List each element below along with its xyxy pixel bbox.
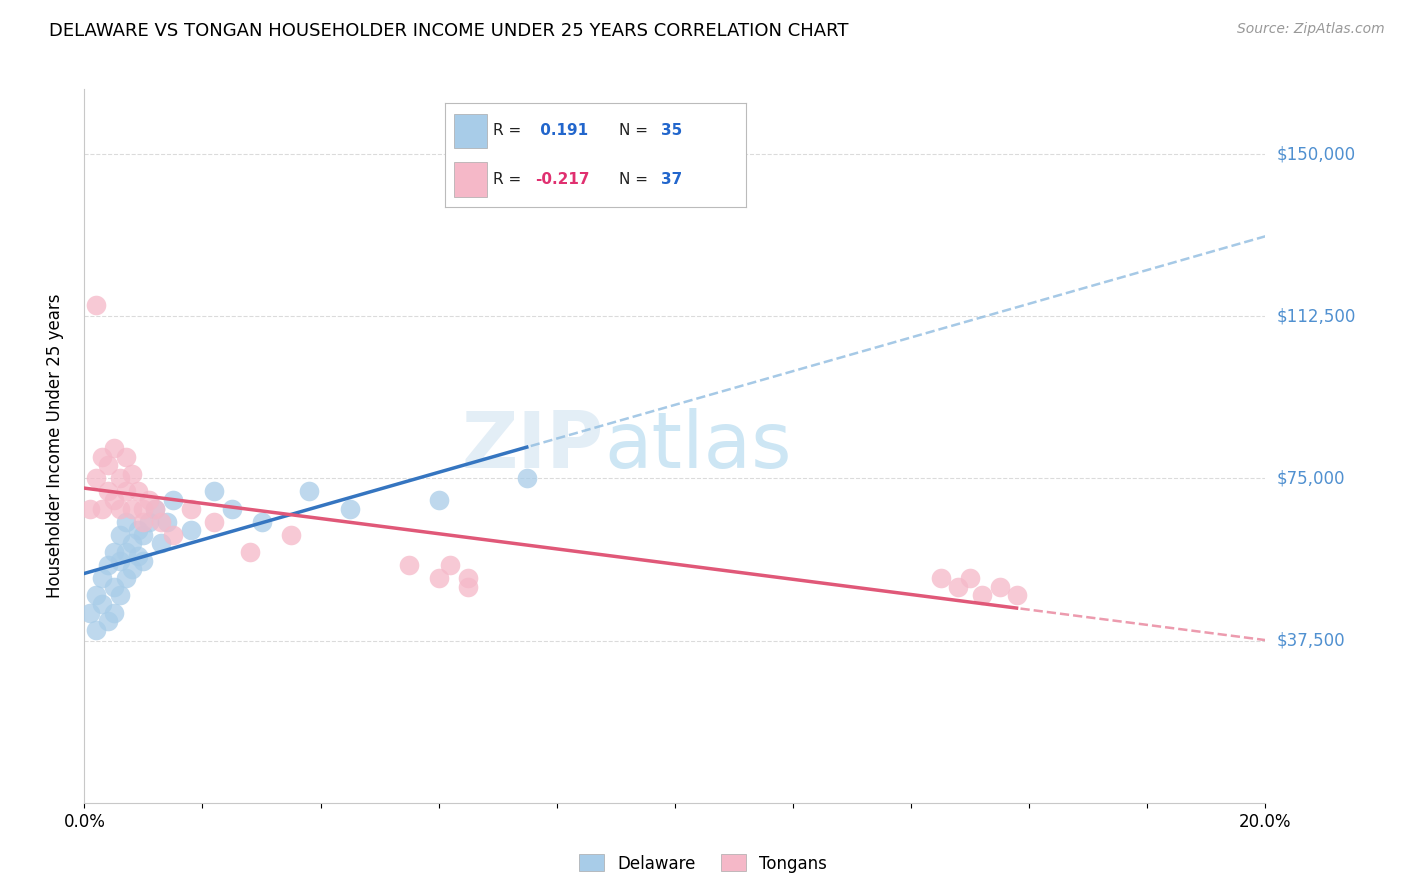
Point bbox=[91, 501, 114, 516]
Point bbox=[457, 571, 479, 585]
Point bbox=[121, 536, 143, 550]
Point bbox=[108, 527, 131, 541]
Text: $37,500: $37,500 bbox=[1277, 632, 1346, 649]
Point bbox=[988, 580, 1011, 594]
Point bbox=[250, 515, 273, 529]
Point bbox=[439, 558, 461, 572]
Point bbox=[138, 515, 160, 529]
Point bbox=[108, 501, 131, 516]
Text: $112,500: $112,500 bbox=[1277, 307, 1355, 326]
Text: Source: ZipAtlas.com: Source: ZipAtlas.com bbox=[1237, 22, 1385, 37]
Point bbox=[97, 458, 120, 473]
Point bbox=[959, 571, 981, 585]
Text: DELAWARE VS TONGAN HOUSEHOLDER INCOME UNDER 25 YEARS CORRELATION CHART: DELAWARE VS TONGAN HOUSEHOLDER INCOME UN… bbox=[49, 22, 849, 40]
Point bbox=[180, 501, 202, 516]
Point bbox=[114, 484, 136, 499]
Point bbox=[457, 580, 479, 594]
Point bbox=[114, 515, 136, 529]
Point bbox=[103, 545, 125, 559]
Point bbox=[221, 501, 243, 516]
Point bbox=[97, 484, 120, 499]
Point bbox=[127, 549, 149, 564]
Y-axis label: Householder Income Under 25 years: Householder Income Under 25 years bbox=[45, 293, 63, 599]
Point bbox=[97, 558, 120, 572]
Point bbox=[298, 484, 321, 499]
Point bbox=[162, 527, 184, 541]
Point bbox=[202, 484, 225, 499]
Text: $75,000: $75,000 bbox=[1277, 469, 1346, 487]
Point bbox=[202, 515, 225, 529]
Point bbox=[103, 493, 125, 508]
Point bbox=[280, 527, 302, 541]
Point bbox=[127, 484, 149, 499]
Point bbox=[138, 493, 160, 508]
Point bbox=[79, 501, 101, 516]
Point bbox=[84, 471, 107, 485]
Point bbox=[1007, 588, 1029, 602]
Point bbox=[427, 571, 450, 585]
Text: $150,000: $150,000 bbox=[1277, 145, 1355, 163]
Text: atlas: atlas bbox=[605, 408, 792, 484]
Point bbox=[398, 558, 420, 572]
Point bbox=[121, 501, 143, 516]
Point bbox=[97, 614, 120, 628]
Point bbox=[79, 606, 101, 620]
Point bbox=[150, 536, 173, 550]
Point bbox=[108, 588, 131, 602]
Point bbox=[929, 571, 952, 585]
Point bbox=[127, 524, 149, 538]
Point bbox=[132, 553, 155, 567]
Point bbox=[91, 597, 114, 611]
Point bbox=[132, 527, 155, 541]
Point bbox=[150, 515, 173, 529]
Point bbox=[121, 562, 143, 576]
Point bbox=[108, 553, 131, 567]
Point bbox=[239, 545, 262, 559]
Point bbox=[91, 571, 114, 585]
Point bbox=[156, 515, 179, 529]
Point bbox=[132, 515, 155, 529]
Point bbox=[114, 571, 136, 585]
Point bbox=[114, 545, 136, 559]
Point bbox=[84, 298, 107, 312]
Point bbox=[103, 580, 125, 594]
Point bbox=[103, 606, 125, 620]
Point bbox=[132, 501, 155, 516]
Point bbox=[84, 588, 107, 602]
Point bbox=[103, 441, 125, 455]
Point bbox=[516, 471, 538, 485]
Point bbox=[121, 467, 143, 482]
Legend: Delaware, Tongans: Delaware, Tongans bbox=[572, 847, 834, 880]
Point bbox=[143, 501, 166, 516]
Point bbox=[162, 493, 184, 508]
Point bbox=[970, 588, 993, 602]
Point bbox=[91, 450, 114, 464]
Point bbox=[339, 501, 361, 516]
Point bbox=[143, 501, 166, 516]
Point bbox=[948, 580, 970, 594]
Point bbox=[114, 450, 136, 464]
Text: ZIP: ZIP bbox=[461, 408, 605, 484]
Point bbox=[180, 524, 202, 538]
Point bbox=[108, 471, 131, 485]
Point bbox=[84, 623, 107, 637]
Point bbox=[427, 493, 450, 508]
